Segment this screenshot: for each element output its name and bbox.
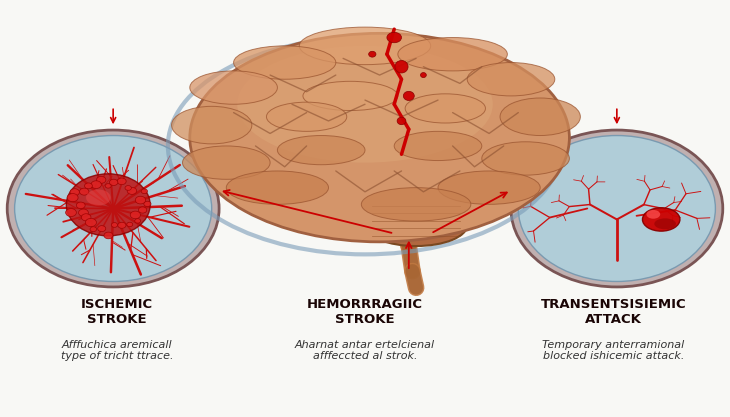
Ellipse shape: [182, 146, 270, 179]
Text: TRANSENTSISIEMIC
ATTACK: TRANSENTSISIEMIC ATTACK: [540, 298, 686, 326]
Ellipse shape: [127, 222, 133, 227]
Ellipse shape: [394, 131, 482, 161]
Ellipse shape: [647, 210, 660, 219]
Ellipse shape: [266, 102, 347, 131]
Ellipse shape: [70, 189, 80, 196]
Text: Temporary anterramional
blocked ishicemic attack.: Temporary anterramional blocked ishicemi…: [542, 340, 684, 362]
Ellipse shape: [118, 178, 126, 185]
Ellipse shape: [369, 51, 376, 57]
Ellipse shape: [91, 181, 101, 188]
Ellipse shape: [397, 117, 406, 125]
Ellipse shape: [66, 208, 77, 216]
Ellipse shape: [105, 183, 111, 188]
Ellipse shape: [80, 188, 89, 195]
Ellipse shape: [365, 204, 467, 246]
Ellipse shape: [135, 219, 141, 223]
Ellipse shape: [403, 91, 415, 100]
Ellipse shape: [511, 130, 723, 287]
Ellipse shape: [277, 136, 365, 165]
Ellipse shape: [127, 187, 137, 194]
Ellipse shape: [110, 179, 118, 186]
Text: ISCHEMIC
STROKE: ISCHEMIC STROKE: [81, 298, 153, 326]
Ellipse shape: [77, 202, 85, 208]
Ellipse shape: [144, 201, 151, 206]
Ellipse shape: [79, 209, 88, 216]
Ellipse shape: [125, 186, 131, 190]
Ellipse shape: [226, 171, 328, 204]
Ellipse shape: [467, 63, 555, 96]
Ellipse shape: [96, 176, 106, 183]
Ellipse shape: [172, 106, 252, 144]
Ellipse shape: [7, 130, 219, 287]
Ellipse shape: [81, 214, 91, 221]
Ellipse shape: [500, 98, 580, 136]
Ellipse shape: [130, 211, 140, 219]
Text: Afffuchica aremicall
type of tricht ttrace.: Afffuchica aremicall type of tricht ttra…: [61, 340, 173, 362]
Ellipse shape: [190, 71, 277, 104]
Ellipse shape: [15, 136, 212, 281]
Ellipse shape: [139, 207, 147, 213]
Ellipse shape: [85, 183, 93, 189]
Ellipse shape: [395, 60, 408, 73]
Ellipse shape: [98, 226, 106, 231]
Ellipse shape: [237, 46, 493, 163]
Text: HEMORRRAGIIC
STROKE: HEMORRRAGIIC STROKE: [307, 298, 423, 326]
Ellipse shape: [405, 94, 485, 123]
Ellipse shape: [135, 196, 146, 204]
Ellipse shape: [361, 188, 471, 221]
Ellipse shape: [190, 33, 569, 242]
Text: Aharnat antar ertelcienal
afffeccted al strok.: Aharnat antar ertelcienal afffeccted al …: [295, 340, 435, 362]
Ellipse shape: [141, 189, 147, 193]
Ellipse shape: [518, 136, 715, 281]
Ellipse shape: [398, 38, 507, 71]
Ellipse shape: [234, 46, 336, 79]
Ellipse shape: [85, 219, 96, 226]
Ellipse shape: [111, 223, 118, 227]
Ellipse shape: [642, 208, 680, 231]
Ellipse shape: [104, 232, 113, 239]
Ellipse shape: [86, 189, 111, 206]
Ellipse shape: [420, 73, 426, 78]
Ellipse shape: [299, 27, 431, 65]
Ellipse shape: [387, 33, 402, 43]
Ellipse shape: [303, 81, 398, 111]
Ellipse shape: [482, 142, 569, 175]
Ellipse shape: [67, 193, 78, 202]
Ellipse shape: [438, 171, 540, 204]
Ellipse shape: [654, 219, 676, 229]
Ellipse shape: [118, 222, 126, 229]
Ellipse shape: [90, 227, 96, 231]
Ellipse shape: [66, 174, 150, 236]
